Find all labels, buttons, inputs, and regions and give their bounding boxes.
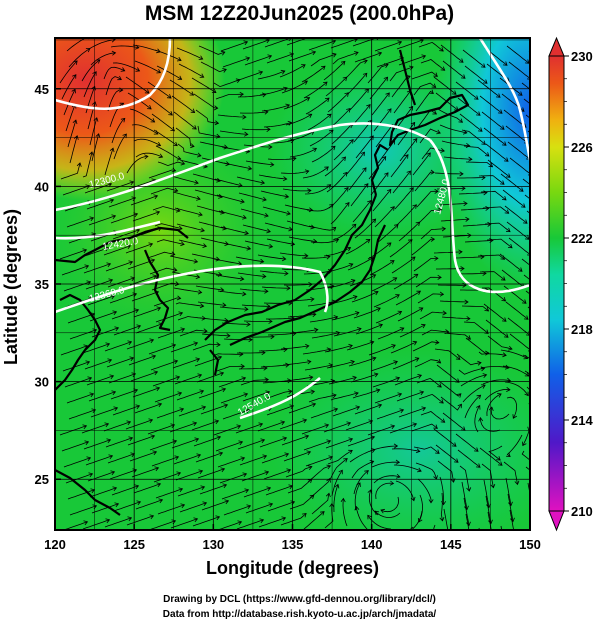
x-tick-label: 145 <box>440 537 462 552</box>
streamline-arrowhead <box>481 552 485 556</box>
streamline <box>528 131 550 148</box>
streamline-arrowhead <box>532 523 536 527</box>
streamline-arrowhead <box>545 225 549 229</box>
colorbar: 210 214 218 222 226 230 <box>549 38 593 530</box>
streamline-arrowhead <box>542 113 546 117</box>
streamline-arrowhead <box>543 209 547 213</box>
streamline-arrowhead <box>533 488 537 492</box>
streamline-arrowhead <box>387 533 391 537</box>
x-tick-label: 150 <box>519 537 541 552</box>
y-tick-label: 30 <box>35 375 49 390</box>
streamline-arrowhead <box>468 538 472 542</box>
colorbar-top-arrow <box>549 38 564 56</box>
colorbar-tick-label: 214 <box>571 413 593 428</box>
streamline <box>479 528 484 556</box>
streamline-arrowhead <box>459 554 463 558</box>
colorbar-tick-label: 218 <box>571 322 593 337</box>
y-tick-label: 25 <box>35 472 49 487</box>
colorbar-scale <box>549 56 564 511</box>
colorbar-tick-label: 226 <box>571 140 593 155</box>
colorbar-tick-label: 230 <box>571 49 593 64</box>
streamline <box>528 307 550 324</box>
streamline-arrowhead <box>537 408 541 412</box>
streamline-arrowhead <box>541 193 545 197</box>
colorbar-ticks: 210 214 218 222 226 230 <box>564 49 593 519</box>
streamline <box>529 51 551 68</box>
x-tick-label: 130 <box>202 537 224 552</box>
streamline-arrowhead <box>542 289 546 293</box>
streamline-arrowhead <box>540 273 544 277</box>
x-tick-label: 125 <box>123 537 145 552</box>
streamline-arrowhead <box>544 129 548 133</box>
colorbar-bottom-arrow <box>549 511 564 530</box>
streamline <box>529 227 551 244</box>
streamline-arrowhead <box>544 305 548 309</box>
y-tick-label: 45 <box>35 82 49 97</box>
streamline-arrowhead <box>540 97 544 101</box>
colorbar-tick-label: 222 <box>571 231 593 246</box>
x-axis-label: Longitude (degrees) <box>55 558 530 579</box>
streamline-arrowhead <box>542 367 546 371</box>
streamline-arrowhead <box>512 534 516 538</box>
streamline-arrowhead <box>503 550 507 554</box>
streamline-arrowhead <box>538 465 542 469</box>
streamline-arrowhead <box>490 536 494 540</box>
y-axis-label: Latitude (degrees) <box>1 202 25 372</box>
y-tick-label: 40 <box>35 179 49 194</box>
streamline-arrowhead <box>446 533 450 537</box>
streamline-arrowhead <box>541 386 545 390</box>
x-tick-label: 140 <box>361 537 383 552</box>
x-tick-label: 120 <box>44 537 66 552</box>
y-tick-label: 35 <box>35 277 49 292</box>
credit-data: Data from http://database.rish.kyoto-u.a… <box>0 609 599 620</box>
credit-drawing: Drawing by DCL (https://www.gfd-dennou.o… <box>0 594 599 605</box>
x-tick-label: 135 <box>282 537 304 552</box>
colorbar-tick-label: 210 <box>571 504 593 519</box>
